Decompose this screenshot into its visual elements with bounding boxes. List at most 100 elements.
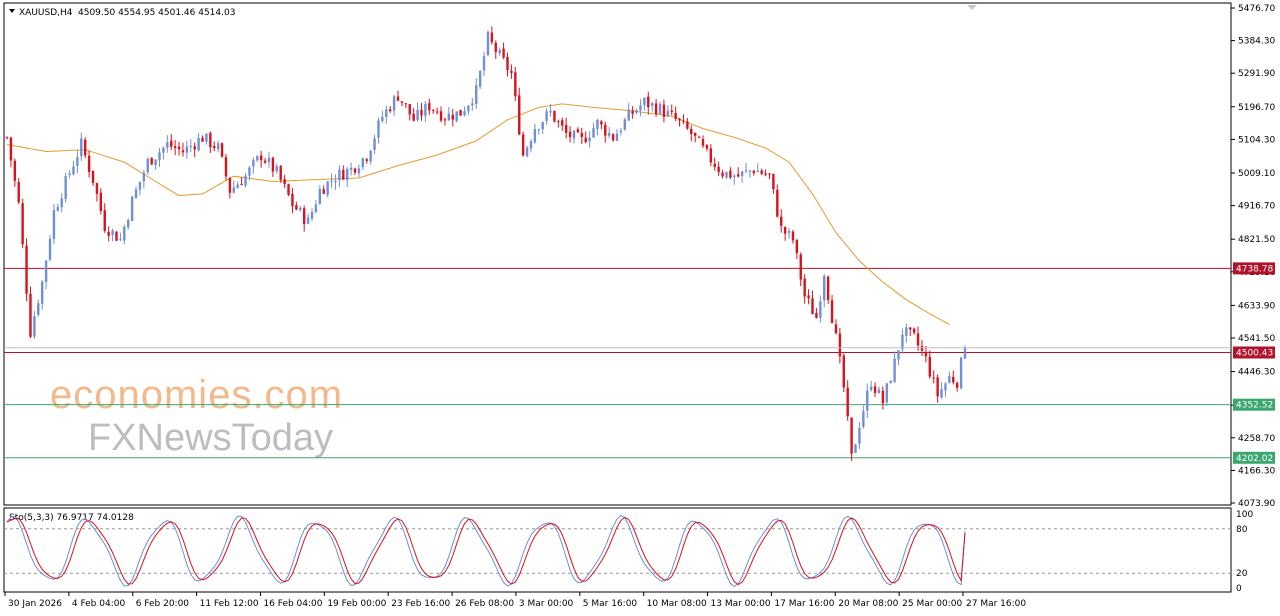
candle-body [901,334,904,350]
candle-body [40,281,44,304]
price-panel-frame [3,2,1232,506]
candle-body [604,124,607,136]
candle-body [807,295,810,299]
candle-body [518,95,521,135]
candle-body [553,110,556,122]
time-tick-label: 25 Mar 00:00 [902,599,962,609]
candle-body [819,301,822,318]
candle-body [866,390,869,411]
candle-body [725,171,728,178]
symbol-dropdown-icon[interactable] [9,9,15,13]
candle-body [181,150,185,153]
candle-body [740,171,744,177]
candle-body [537,129,540,131]
level-tag-label: 4202.02 [1236,454,1273,464]
stochastic-scale-label: 20 [1236,569,1248,579]
candle-body [627,109,630,121]
level-tag-4738.78 [1233,262,1275,275]
watermark-economies: economies.com [50,373,343,417]
time-tick-label: 5 Mar 16:00 [583,599,638,609]
time-tick-label: 20 Mar 08:00 [838,599,898,609]
stochastic-panel-frame [3,507,1232,593]
candle-body [150,157,153,165]
candle-body [780,216,783,226]
candle-body [177,146,181,150]
candle-body [787,230,791,233]
level-tag-label: 4352.52 [1236,401,1273,411]
candle-body [170,140,173,147]
candle-body [361,158,365,168]
candle-body [287,184,290,195]
candle-body [842,355,845,388]
candle-body [674,112,677,119]
candle-body [948,375,951,383]
candle-body [87,155,91,172]
candle-body [295,205,298,210]
candle-body [216,143,220,149]
candle-body [95,183,99,194]
candle-body [744,170,748,172]
candle-body [862,411,865,427]
candle-body [314,204,318,212]
candle-body [64,175,67,199]
candle-body [737,174,740,177]
candle-body [678,118,681,121]
candle-body [873,386,877,393]
candle-body [494,42,497,52]
candle-body [84,139,87,156]
candle-body [916,333,920,346]
candle-body [459,109,462,116]
candle-body [940,389,943,398]
watermark-fxnewstoday: FXNewsToday [88,417,333,459]
candle-body [564,124,568,133]
candle-body [435,111,439,113]
candle-body [490,32,494,43]
candle-body [80,138,83,157]
candle-body [21,203,24,245]
shift-marker-icon[interactable] [967,5,977,10]
candle-body [33,316,36,337]
candle-body [271,157,275,172]
candle-body [803,278,806,297]
candle-body [381,116,384,122]
candle-body [447,113,451,121]
candle-body [420,109,423,116]
symbol-label: XAUUSD,H4 [19,8,73,18]
candle-body [322,189,325,194]
candle-body [17,182,20,203]
candle-body [639,105,642,111]
candle-body [662,104,666,117]
candle-body [858,427,861,444]
candle-body [299,207,302,210]
candle-body [130,196,134,222]
candle-body [209,133,212,148]
candle-body [588,137,591,142]
level-tag-label: 4738.78 [1236,264,1273,274]
stochastic-d-line [6,516,966,586]
candle-body [334,180,337,183]
candle-body [224,157,228,177]
candle-body [521,134,525,156]
time-tick-label: 23 Feb 16:00 [391,599,450,609]
candles [5,26,967,461]
candle-body [545,111,548,121]
candle-body [52,210,56,239]
candle-body [279,165,282,180]
price-tick-label: 4073.90 [1238,499,1275,509]
candle-body [772,173,775,190]
candle-body [850,417,853,454]
candle-body [482,56,486,71]
candle-body [600,121,603,125]
candle-body [213,145,216,149]
candle-body [795,240,799,254]
time-tick-label: 3 Mar 00:00 [519,599,574,609]
candle-body [29,293,32,337]
candle-body [764,173,767,175]
candle-body [283,179,286,184]
candle-body [670,110,673,113]
candle-body [615,133,619,141]
candle-body [596,119,599,130]
candle-body [400,101,404,103]
time-tick-label: 30 Jan 2026 [8,599,62,609]
candle-body [607,133,611,136]
